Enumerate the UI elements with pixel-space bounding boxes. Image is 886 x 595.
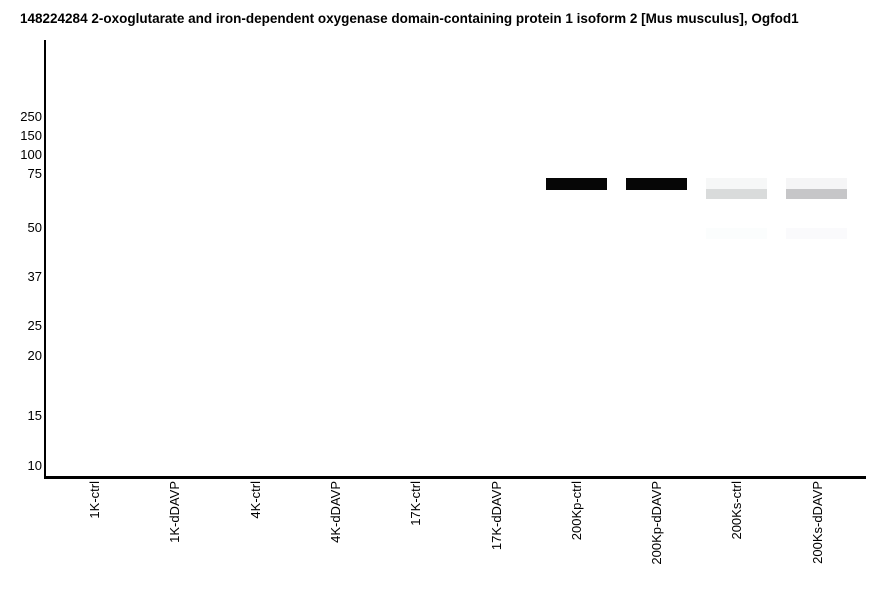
mw-marker-label: 150	[20, 128, 42, 143]
gel-band	[786, 189, 847, 199]
lane-label: 200Ks-dDAVP	[810, 481, 825, 564]
figure-title: 148224284 2-oxoglutarate and iron-depend…	[20, 11, 799, 26]
gel-band	[706, 228, 767, 239]
gel-band	[786, 178, 847, 189]
mw-marker-label: 15	[27, 408, 42, 423]
lane-label: 200Kp-dDAVP	[649, 481, 664, 565]
gel-band	[546, 178, 607, 190]
lane-label: 17K-ctrl	[408, 481, 423, 526]
lane-label: 1K-dDAVP	[167, 481, 182, 543]
mw-marker-label: 75	[27, 166, 42, 181]
mw-marker-label: 10	[27, 458, 42, 473]
gel-band	[706, 178, 767, 189]
mw-marker-label: 25	[27, 318, 42, 333]
gel-band	[706, 189, 767, 199]
lane-label: 4K-dDAVP	[328, 481, 343, 543]
gel-band	[626, 178, 687, 190]
gel-band	[786, 228, 847, 239]
x-axis-line	[44, 476, 866, 479]
mw-marker-label: 20	[27, 348, 42, 363]
mw-marker-label: 50	[27, 220, 42, 235]
mw-marker-label: 37	[27, 269, 42, 284]
lane-label: 200Kp-ctrl	[569, 481, 584, 541]
lane-label: 200Ks-ctrl	[729, 481, 744, 540]
lane-label: 1K-ctrl	[87, 481, 102, 519]
mw-marker-label: 100	[20, 147, 42, 162]
y-axis-line	[44, 40, 46, 479]
lane-label: 17K-dDAVP	[489, 481, 504, 551]
mw-marker-label: 250	[20, 109, 42, 124]
lane-label: 4K-ctrl	[248, 481, 263, 519]
